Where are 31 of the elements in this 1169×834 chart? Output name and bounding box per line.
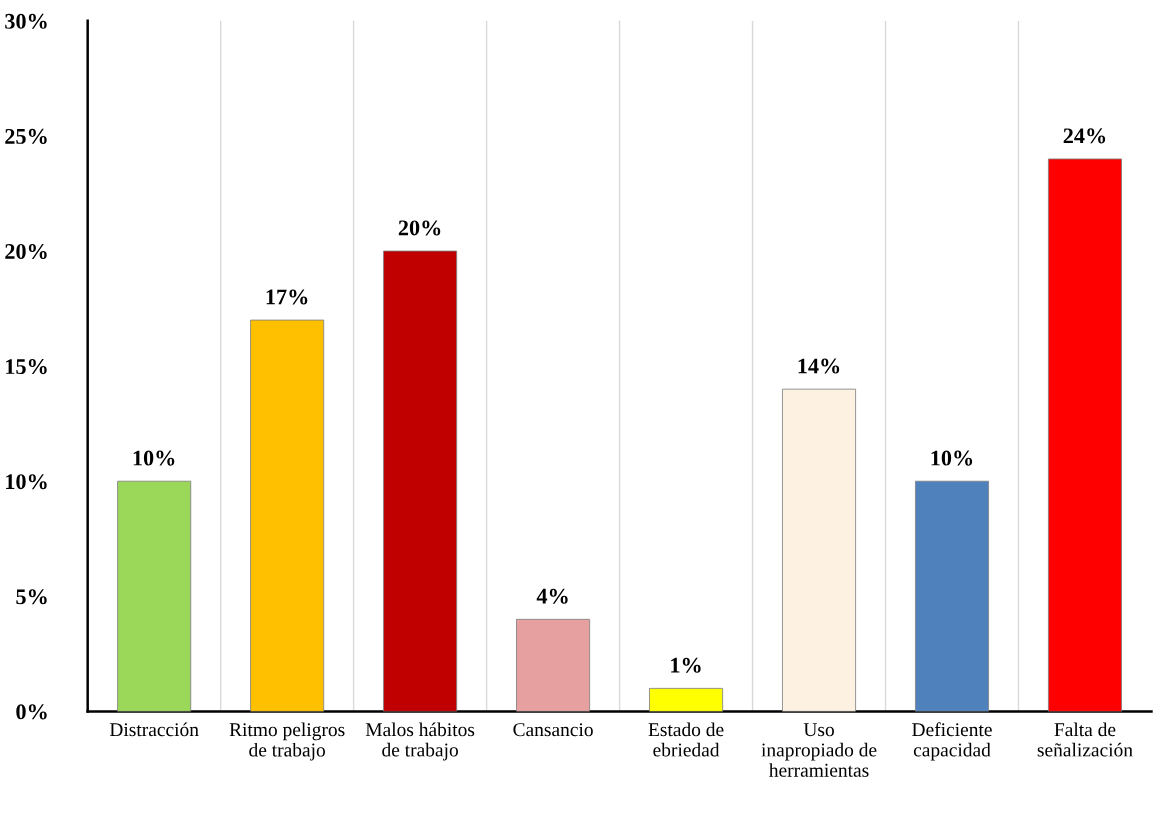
y-tick-label: 30% (5, 13, 47, 29)
data-label: 14% (798, 358, 840, 374)
x-tick-label: Estado de ebriedad (648, 722, 724, 757)
bar (782, 388, 857, 712)
data-label: 24% (1063, 128, 1106, 144)
bar (383, 250, 458, 712)
data-label: 17% (266, 289, 308, 305)
data-label: 4% (536, 588, 568, 604)
x-tick-label: Uso inapropiado de herramientas (761, 723, 877, 777)
x-tick-label: Ritmo peligros de trabajo (229, 722, 345, 761)
data-label: 10% (931, 450, 973, 466)
bar (915, 480, 989, 712)
y-tick-label: 20% (5, 243, 47, 260)
bar (516, 618, 591, 712)
bar (1047, 158, 1122, 712)
bar (117, 480, 192, 712)
y-tick-label: 0% (16, 704, 47, 720)
bar (250, 319, 325, 712)
x-tick-label: Falta de señalización (1037, 722, 1133, 757)
bar (649, 687, 724, 712)
x-tick-label: Distracción (109, 722, 199, 737)
data-label: 10% (133, 450, 175, 466)
y-tick-label: 15% (6, 359, 47, 375)
x-tick-label: Malos hábitos de trabajo (365, 722, 475, 761)
data-label: 1% (671, 657, 701, 673)
data-label: 20% (398, 220, 441, 236)
y-tick-label: 10% (6, 474, 47, 490)
x-tick-label: Deficiente capacidad (912, 722, 992, 761)
x-tick-label: Cansancio (513, 723, 593, 737)
y-tick-label: 25% (5, 128, 47, 144)
y-tick-label: 5% (16, 589, 47, 605)
